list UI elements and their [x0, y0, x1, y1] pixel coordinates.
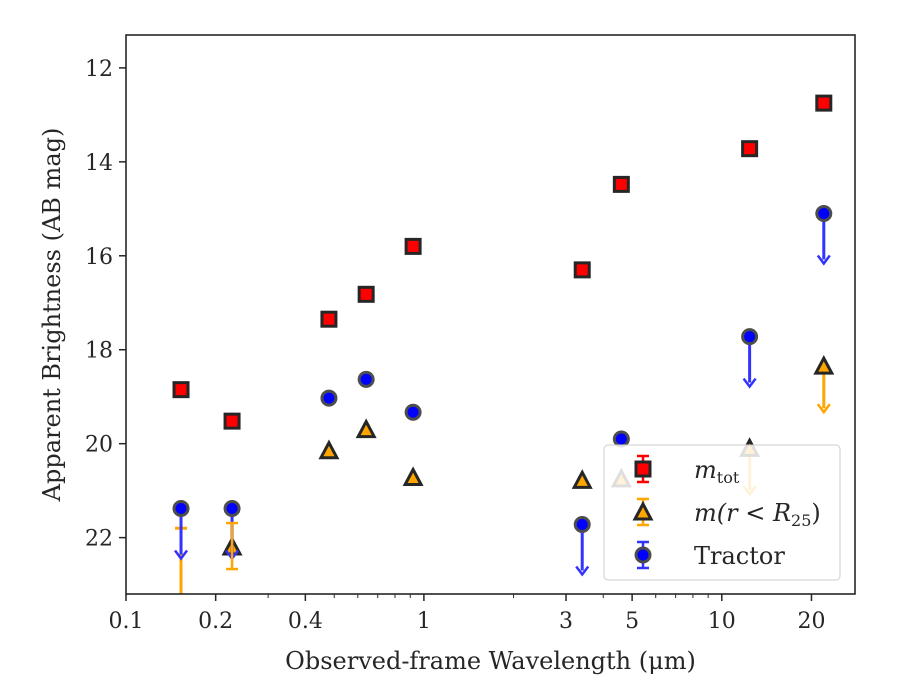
mr25-point	[571, 469, 593, 489]
y-tick-label: 14	[85, 151, 113, 176]
x-tick-label: 0.1	[109, 609, 144, 634]
tractor-point	[815, 205, 833, 223]
x-tick-label: 5	[625, 609, 639, 634]
tractor-point	[320, 389, 338, 407]
mtot-point	[320, 310, 338, 328]
mr25-point	[813, 354, 835, 375]
mtot-point	[741, 140, 759, 158]
legend-mtot-label: mtot	[694, 456, 740, 487]
tractor-upper-limit-arrowhead	[174, 549, 189, 561]
y-tick-label: 16	[85, 245, 113, 270]
tractor-upper-limit-arrowhead	[742, 377, 757, 389]
axis-ticks: 0.1 0.2 0.4 1 3 5 10 20 12 14 16 18 20 22	[85, 57, 825, 634]
legend-box	[603, 444, 841, 581]
y-tick-label: 20	[85, 433, 113, 458]
x-tick-label: 0.4	[288, 609, 323, 634]
mr25-point	[318, 439, 340, 460]
mr25-point	[402, 466, 424, 487]
x-axis-label: Observed-frame Wavelength (μm)	[285, 647, 696, 675]
mtot-point	[573, 261, 591, 279]
legend-mr25-marker	[632, 500, 654, 521]
legend-tractor-marker	[634, 546, 652, 564]
tractor-point	[223, 500, 241, 518]
y-tick-label: 22	[85, 527, 113, 552]
y-tick-label: 12	[85, 57, 113, 82]
plot-frame	[125, 34, 856, 595]
mtot-point	[223, 412, 241, 430]
tractor-upper-limit-arrowhead	[575, 565, 590, 577]
x-tick-label: 10	[708, 609, 736, 634]
tractor-point	[612, 430, 630, 448]
mtot-point	[815, 94, 833, 112]
tractor-point	[573, 515, 591, 533]
mtot-point	[357, 285, 375, 303]
x-tick-label: 0.2	[198, 609, 233, 634]
x-tick-label: 1	[417, 609, 431, 634]
y-tick-label: 18	[85, 339, 113, 364]
tractor-point	[404, 403, 422, 421]
mtot-point	[404, 237, 422, 255]
tractor-point	[741, 328, 759, 346]
data-marks	[172, 94, 835, 594]
legend: mtot m(r < R25) Tractor	[603, 444, 841, 581]
mtot-point	[172, 381, 190, 399]
legend-mr25-label: m(r < R25)	[694, 499, 821, 530]
legend-tractor-label: Tractor	[694, 542, 785, 570]
mr25-upper-limit-arrowhead	[816, 403, 831, 415]
y-axis-label: Apparent Brightness (AB mag)	[38, 128, 66, 503]
x-tick-label: 20	[797, 609, 825, 634]
tractor-upper-limit-arrowhead	[816, 254, 831, 266]
x-tick-label: 3	[559, 609, 573, 634]
mr25-point	[355, 418, 377, 439]
tractor-point	[357, 370, 375, 388]
tractor-point	[172, 500, 190, 518]
mtot-point	[612, 175, 630, 193]
legend-mtot-marker	[634, 460, 652, 478]
